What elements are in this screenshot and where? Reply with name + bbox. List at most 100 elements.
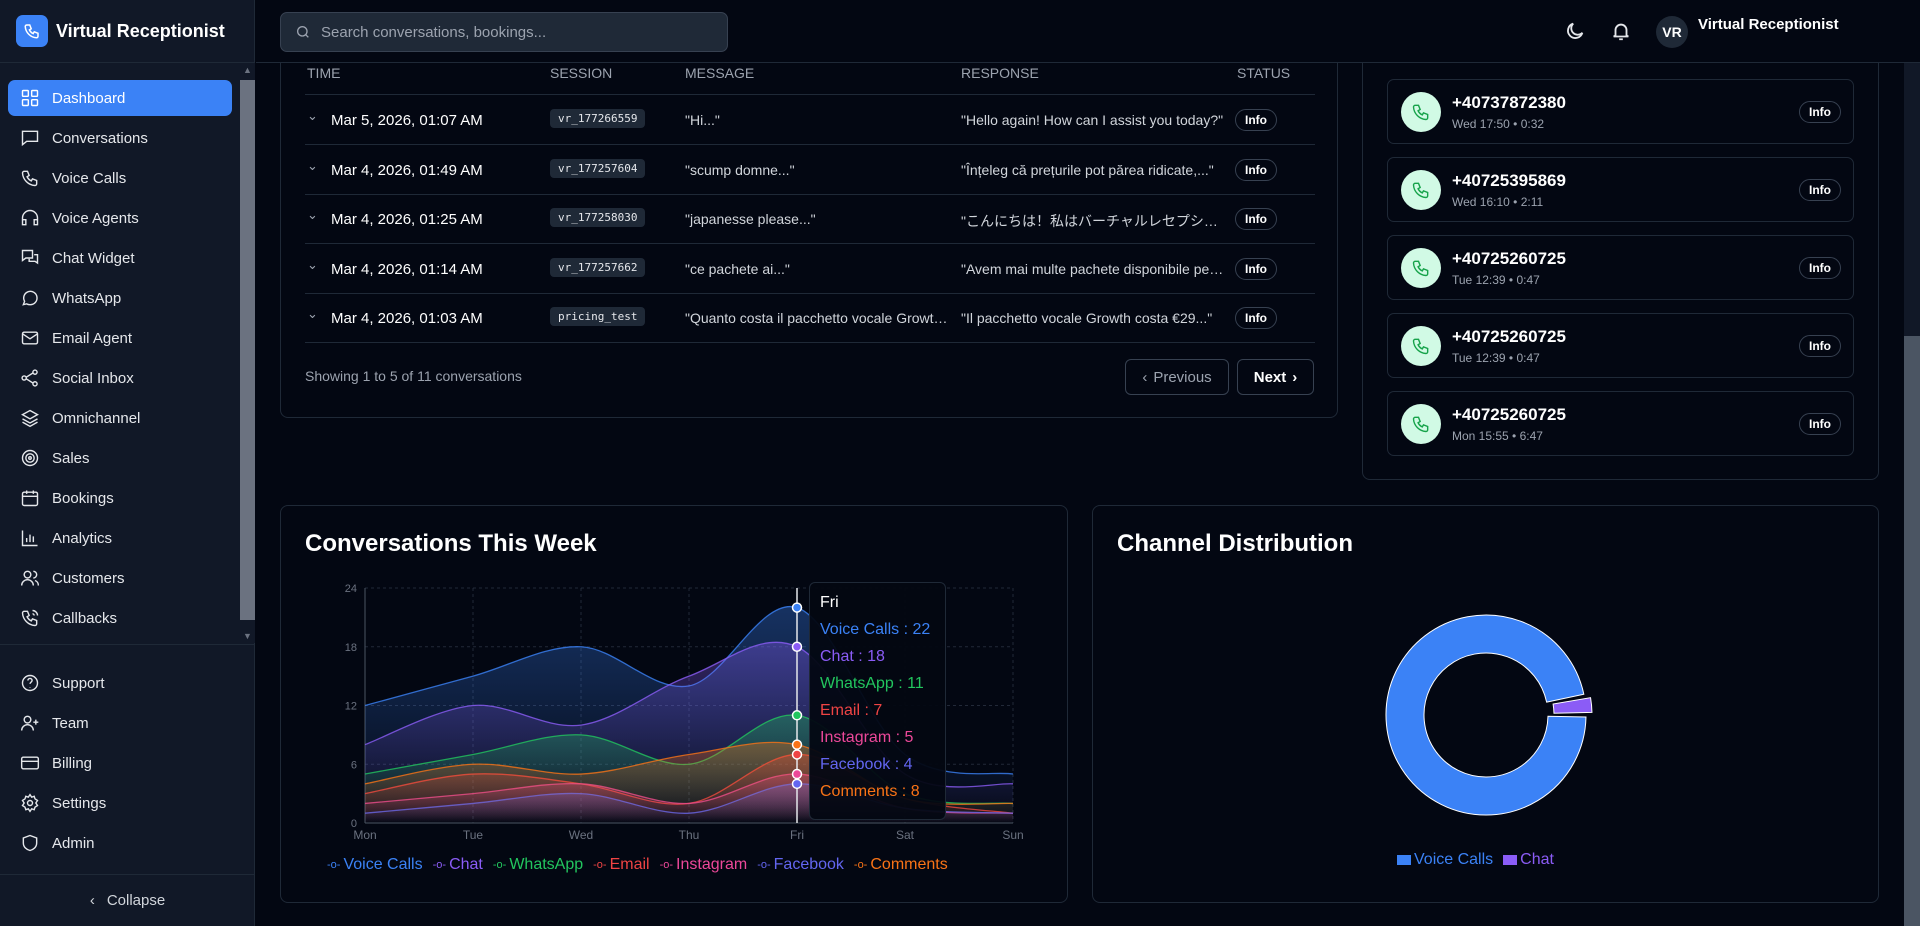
sidebar-item-settings[interactable]: Settings bbox=[8, 785, 247, 821]
chevron-down-icon[interactable]: ⌄ bbox=[307, 207, 318, 222]
chevron-down-icon[interactable]: ⌄ bbox=[307, 108, 318, 123]
table-row[interactable]: ⌄ Mar 5, 2026, 01:07 AM vr_177266559 "Hi...… bbox=[305, 96, 1315, 145]
sidebar-item-label: Voice Agents bbox=[52, 209, 139, 227]
mail-icon bbox=[21, 331, 39, 345]
pagination-info: Showing 1 to 5 of 11 conversations bbox=[305, 368, 522, 384]
search-box[interactable] bbox=[280, 12, 728, 52]
legend-item[interactable]: -o- Chat bbox=[433, 856, 483, 874]
legend-item[interactable]: -o- WhatsApp bbox=[493, 856, 583, 874]
sidebar-item-support[interactable]: Support bbox=[8, 665, 247, 701]
row-response: "Înțeleg că prețurile pot părea ridicate… bbox=[961, 161, 1214, 178]
sidebar-item-callbacks[interactable]: Callbacks bbox=[8, 600, 232, 636]
chevron-down-icon[interactable]: ⌄ bbox=[307, 256, 318, 272]
sidebar-item-billing[interactable]: Billing bbox=[8, 745, 247, 781]
search-input[interactable] bbox=[321, 23, 701, 41]
call-item[interactable]: +40725260725 Mon 15:55 • 6:47 Info bbox=[1387, 391, 1854, 456]
status-badge[interactable]: Info bbox=[1235, 307, 1277, 329]
table-row[interactable]: ⌄ Mar 4, 2026, 01:49 AM vr_177257604 "scump… bbox=[305, 146, 1315, 195]
previous-button[interactable]: ‹ Previous bbox=[1125, 359, 1229, 395]
sidebar-item-bookings[interactable]: Bookings bbox=[8, 480, 232, 516]
call-item[interactable]: +40725260725 Tue 12:39 • 0:47 Info bbox=[1387, 313, 1854, 378]
bar-chart-icon bbox=[21, 530, 38, 547]
sidebar-item-admin[interactable]: Admin bbox=[8, 825, 247, 861]
chevron-down-icon[interactable]: ⌄ bbox=[307, 157, 318, 173]
slice-chat[interactable] bbox=[1552, 697, 1593, 714]
status-badge[interactable]: Info bbox=[1235, 257, 1277, 280]
legend-label: Facebook bbox=[773, 856, 844, 873]
phone-icon bbox=[21, 170, 38, 187]
sidebar-item-analytics[interactable]: Analytics bbox=[8, 520, 232, 556]
data-point bbox=[791, 778, 803, 790]
avatar[interactable]: VR bbox=[1656, 16, 1688, 48]
sidebar-item-whatsapp[interactable]: WhatsApp bbox=[8, 280, 232, 316]
user-name[interactable]: Virtual Receptionist bbox=[1698, 16, 1839, 33]
sidebar-item-voice-agents[interactable]: Voice Agents bbox=[8, 200, 232, 236]
x-tick-label: Tue bbox=[463, 828, 484, 842]
sidebar-scrollbar[interactable]: ▲ ▼ bbox=[240, 63, 255, 643]
credit-card-icon bbox=[20, 756, 40, 770]
legend-label: Comments bbox=[870, 856, 948, 873]
sidebar-item-dashboard[interactable]: Dashboard bbox=[8, 80, 232, 116]
y-tick-label: 6 bbox=[351, 759, 357, 771]
sidebar-item-label: Email Agent bbox=[52, 329, 133, 347]
layers-icon bbox=[21, 409, 39, 428]
tooltip-line: Facebook : 4 bbox=[820, 756, 913, 773]
donut-chart[interactable] bbox=[1093, 506, 1880, 904]
bell-icon[interactable] bbox=[1610, 20, 1632, 42]
legend-item[interactable]: -o- Instagram bbox=[660, 856, 748, 874]
sidebar-item-voice-calls[interactable]: Voice Calls bbox=[8, 160, 232, 196]
info-badge[interactable]: Info bbox=[1799, 179, 1841, 201]
legend-item[interactable]: -o- Email bbox=[593, 856, 649, 874]
sidebar-item-sales[interactable]: Sales bbox=[8, 440, 232, 476]
chart-title: Conversations This Week bbox=[305, 530, 597, 557]
call-item[interactable]: +40725395869 Wed 16:10 • 2:11 Info bbox=[1387, 157, 1854, 222]
legend-label: Chat bbox=[449, 856, 483, 873]
sidebar-item-label: Sales bbox=[52, 449, 90, 467]
legend-item[interactable]: -o- Comments bbox=[854, 856, 948, 874]
sidebar-item-email-agent[interactable]: Email Agent bbox=[8, 320, 232, 356]
status-badge[interactable]: Info bbox=[1235, 158, 1277, 181]
data-point bbox=[791, 749, 803, 760]
status-badge[interactable]: Info bbox=[1235, 208, 1277, 230]
tooltip-line: Voice Calls : 22 bbox=[820, 621, 931, 638]
help-icon bbox=[21, 674, 39, 692]
legend-marker-icon: -o- bbox=[432, 859, 447, 871]
sidebar-item-label: Team bbox=[52, 714, 89, 732]
info-badge[interactable]: Info bbox=[1799, 101, 1841, 123]
call-item[interactable]: +40725260725 Tue 12:39 • 0:47 Info bbox=[1387, 235, 1854, 300]
column-status: STATUS bbox=[1237, 65, 1291, 81]
sidebar-item-chat-widget[interactable]: Chat Widget bbox=[8, 240, 232, 276]
chat-widget-icon bbox=[21, 249, 39, 265]
donut-legend: Voice Calls Chat bbox=[1397, 851, 1554, 869]
session-id: vr_177257662 bbox=[550, 257, 646, 277]
info-badge[interactable]: Info bbox=[1799, 335, 1841, 357]
search-icon bbox=[297, 26, 309, 38]
whatsapp-icon bbox=[22, 290, 38, 306]
sidebar-item-omnichannel[interactable]: Omnichannel bbox=[8, 400, 232, 436]
collapse-button[interactable]: ‹ Collapse bbox=[0, 874, 255, 926]
legend-item[interactable]: Voice Calls bbox=[1397, 851, 1493, 869]
table-row[interactable]: ⌄ Mar 4, 2026, 01:14 AM vr_177257662 "ce pa… bbox=[305, 245, 1315, 294]
sidebar-item-team[interactable]: Team bbox=[8, 705, 247, 741]
row-response: "Avem mai multe pachete disponibile pent… bbox=[961, 260, 1231, 277]
page-scrollbar[interactable] bbox=[1904, 63, 1920, 926]
status-badge[interactable]: Info bbox=[1235, 109, 1277, 131]
tooltip-title: Fri bbox=[820, 594, 839, 611]
table-row[interactable]: ⌄ Mar 4, 2026, 01:25 AM vr_177258030 "japan… bbox=[305, 195, 1315, 244]
next-button[interactable]: Next › bbox=[1237, 359, 1314, 395]
area-chart[interactable]: 0 6 12 18 24 Mon Tue Wed Thu Fri Sat Sun bbox=[281, 506, 1069, 904]
legend-item[interactable]: Chat bbox=[1503, 851, 1554, 869]
legend-item[interactable]: -o- Voice Calls bbox=[327, 856, 423, 874]
share-icon bbox=[21, 369, 38, 387]
info-badge[interactable]: Info bbox=[1799, 257, 1841, 279]
sidebar-item-conversations[interactable]: Conversations bbox=[8, 120, 232, 156]
chevron-down-icon[interactable]: ⌄ bbox=[307, 306, 318, 321]
sidebar-item-customers[interactable]: Customers bbox=[8, 560, 232, 596]
sidebar-item-social-inbox[interactable]: Social Inbox bbox=[8, 360, 232, 396]
slice-voice-calls[interactable] bbox=[1385, 614, 1587, 816]
info-badge[interactable]: Info bbox=[1799, 413, 1841, 435]
legend-item[interactable]: -o- Facebook bbox=[757, 856, 844, 874]
call-item[interactable]: +40737872380 Wed 17:50 • 0:32 Info bbox=[1387, 79, 1854, 144]
moon-icon[interactable] bbox=[1564, 20, 1586, 42]
table-row[interactable]: ⌄ Mar 4, 2026, 01:03 AM pricing_test "Quant… bbox=[305, 294, 1315, 343]
